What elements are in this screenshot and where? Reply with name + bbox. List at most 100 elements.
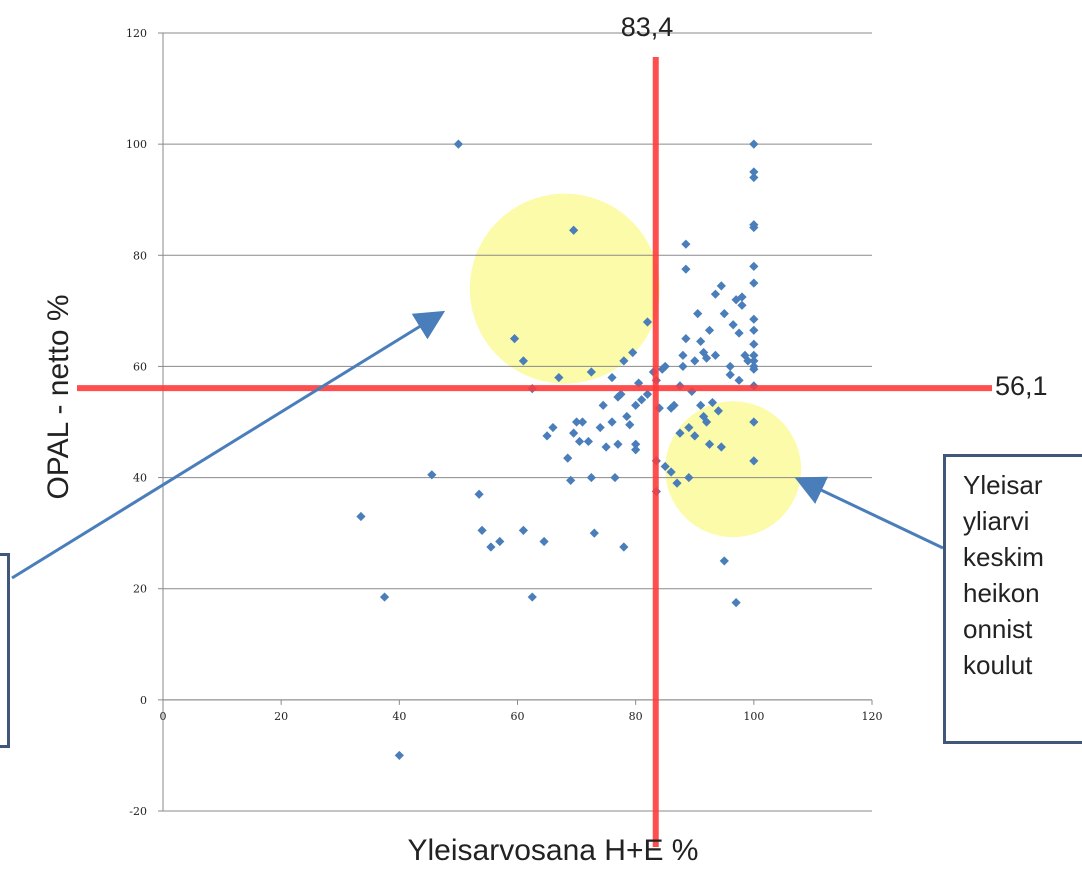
data-point [625,420,635,430]
y-tick-label: 80 [133,249,147,262]
y-tick-label: 0 [140,694,147,707]
callout-text-line: Yleisar [963,470,1043,500]
y-tick-label: 20 [133,583,147,596]
data-point [657,364,667,374]
data-point [356,511,366,522]
data-point [583,436,593,447]
data-point [616,389,626,399]
data-point [518,356,529,366]
data-point [719,556,729,566]
data-point [631,400,641,410]
data-point [631,445,641,455]
data-point [684,422,694,433]
data-point [518,525,529,535]
x-tick-label: 20 [274,710,288,723]
data-point [728,320,738,330]
data-point [577,417,588,427]
data-point [749,167,759,177]
data-point [486,542,496,552]
data-point [589,528,599,538]
data-point [586,472,596,483]
data-point [628,347,638,358]
data-point [554,372,564,383]
data-point [495,536,505,547]
data-point [477,525,487,535]
data-point [619,356,629,366]
right-callout-arrow [794,476,944,550]
highlight-circle [665,401,802,538]
data-point [749,350,759,360]
data-point [566,475,576,485]
callout-text-line: yliarvi [963,506,1030,536]
data-point [749,172,759,183]
data-point [539,536,549,547]
data-points [356,139,759,761]
data-point [699,347,709,358]
data-point [613,439,623,449]
data-point [453,139,464,149]
y-tick-label: 40 [133,472,147,485]
y-tick-label: -20 [129,805,147,818]
data-point [660,461,670,472]
data-point [725,361,735,372]
data-point [684,472,694,483]
data-point [666,467,676,477]
data-point [607,372,617,383]
data-point [642,317,653,327]
data-point [719,309,729,319]
callout-text-line: keskim [963,542,1044,572]
data-point [660,361,670,372]
x-tick-label: 80 [629,710,643,723]
data-point [610,472,620,483]
x-tick-label: 40 [392,710,406,723]
left-callout-arrow [11,310,446,580]
data-point [681,264,691,274]
data-point [749,139,759,149]
data-point [731,598,741,608]
data-point [681,239,691,249]
data-point [749,314,759,324]
data-point [636,395,647,405]
axes [158,32,873,812]
data-point [613,392,623,402]
data-point [696,336,706,347]
x-axis-title: Yleisarvosana H+E % [408,834,699,867]
data-point [619,542,629,552]
data-point [574,436,585,447]
data-point [707,397,718,408]
data-point [622,411,632,422]
data-point [548,422,558,433]
data-point [675,428,685,438]
data-point [678,350,688,360]
highlight-circles [469,193,802,538]
data-point [681,334,691,344]
data-point [654,403,664,413]
callout-text-line: koulut [963,650,1033,680]
data-point [672,478,682,488]
x-tick-label: 100 [743,710,764,723]
data-point [749,339,759,349]
tick-labels: -20 0 20 40 60 80 100 120 0 20 40 60 80 100 120 [126,27,883,818]
data-point [642,389,653,399]
data-point [427,470,437,480]
data-point [699,411,709,422]
data-point [749,325,759,335]
callout-arrows [11,310,944,580]
data-point [749,417,759,427]
data-point [701,417,712,427]
right-callout-box: Yleisar yliarvi keskim heikon onnist kou… [943,454,1082,744]
data-point [586,367,596,377]
data-point [678,361,688,372]
data-point [716,281,726,291]
data-point [749,361,759,372]
data-point [379,592,390,602]
data-point [631,439,641,449]
data-point [734,328,744,338]
data-point [669,400,679,410]
y-axis-title: OPAL - netto % [42,294,75,499]
data-point [740,350,750,360]
data-point [693,309,703,319]
data-point [710,350,721,360]
data-point [666,403,676,413]
horizontal-reference-label: 56,1 [995,371,1048,401]
